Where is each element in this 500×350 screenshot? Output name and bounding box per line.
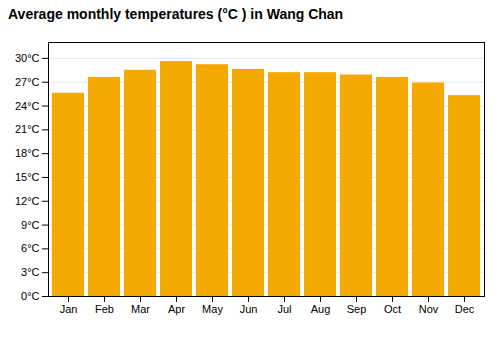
svg-text:18°C: 18°C [15, 147, 40, 159]
svg-text:Mar: Mar [131, 303, 150, 315]
svg-text:3°C: 3°C [21, 266, 40, 278]
svg-text:9°C: 9°C [21, 219, 40, 231]
svg-text:6°C: 6°C [21, 242, 40, 254]
svg-text:May: May [202, 303, 223, 315]
svg-text:24°C: 24°C [15, 100, 40, 112]
svg-text:21°C: 21°C [15, 123, 40, 135]
svg-text:Nov: Nov [419, 303, 439, 315]
svg-text:27°C: 27°C [15, 76, 40, 88]
html-text:Average monthly temperatures (: Average monthly temperatures (°C ) in Wa… [8, 6, 344, 22]
svg-text:Dec: Dec [455, 303, 475, 315]
svg-text:Jul: Jul [277, 303, 291, 315]
svg-text:0°C: 0°C [21, 290, 40, 302]
svg-text:Apr: Apr [168, 303, 185, 315]
svg-text:Oct: Oct [384, 303, 401, 315]
svg-text:15°C: 15°C [15, 171, 40, 183]
svg-text:Feb: Feb [95, 303, 114, 315]
svg-text:Aug: Aug [311, 303, 331, 315]
svg-text:12°C: 12°C [15, 195, 40, 207]
svg-text:Jan: Jan [60, 303, 78, 315]
svg-text:30°C: 30°C [15, 52, 40, 64]
svg-text:Jun: Jun [240, 303, 258, 315]
svg-text:Sep: Sep [347, 303, 367, 315]
